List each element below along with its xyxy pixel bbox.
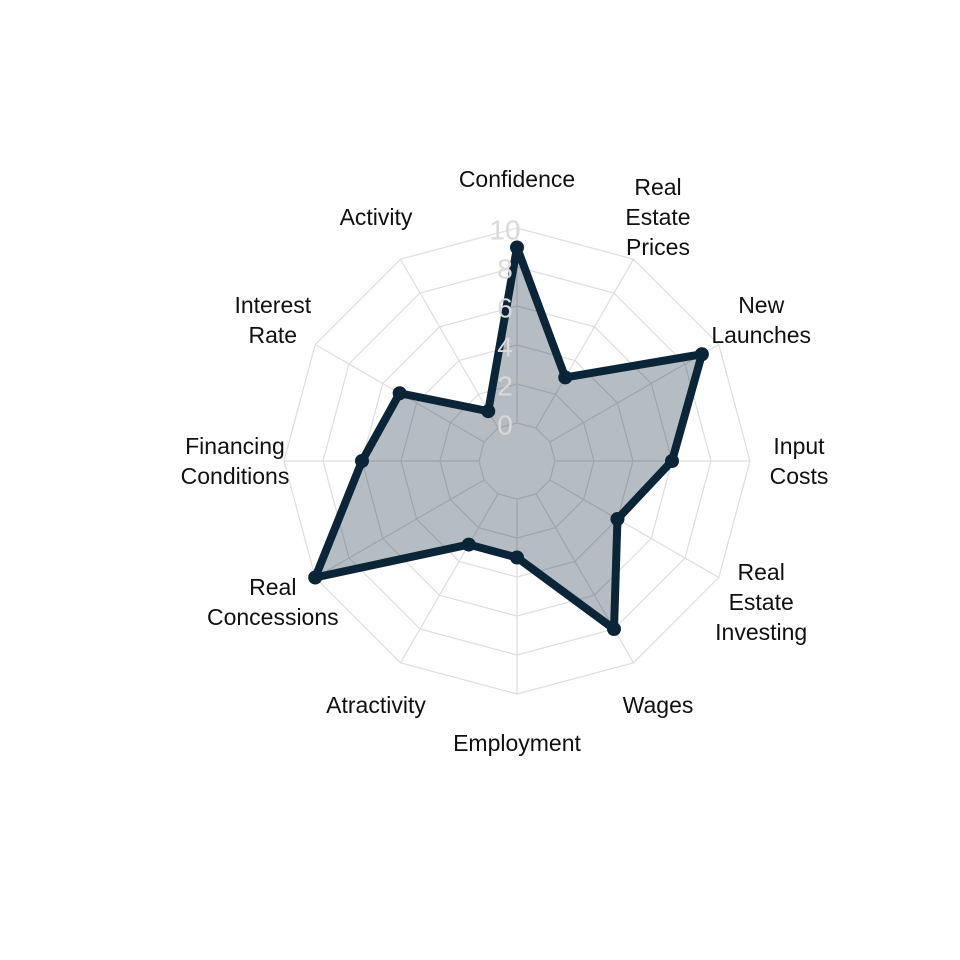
- category-label-real-concessions: Real Concessions: [207, 574, 339, 630]
- radar-series: [308, 240, 709, 637]
- spoke-line: [399, 258, 499, 429]
- category-label-activity: Activity: [340, 204, 413, 230]
- radial-tick-label-2: 2: [497, 370, 513, 401]
- radial-tick-label-10: 10: [489, 214, 520, 245]
- category-label-input-costs: Input Costs: [770, 433, 829, 489]
- category-labels: Confidence Real Estate Prices New Launches Inp…: [181, 166, 829, 756]
- category-label-real-estate-prices: Real Estate Prices: [625, 174, 690, 260]
- spoke-line: [314, 479, 485, 579]
- data-point-new-launches: [694, 347, 709, 362]
- category-label-new-launches: New Launches: [711, 292, 811, 348]
- radial-tick-label-8: 8: [497, 253, 513, 284]
- radial-tick-label-6: 6: [497, 292, 513, 323]
- data-point-confidence: [510, 240, 524, 255]
- data-point-real-concessions: [308, 570, 323, 585]
- category-label-financing-conditions: Financing Conditions: [181, 433, 290, 489]
- category-label-confidence: Confidence: [459, 166, 575, 192]
- data-point-atractivity: [461, 537, 476, 552]
- category-label-real-estate-investing: Real Estate Investing: [715, 559, 807, 645]
- data-point-activity: [481, 404, 496, 419]
- spoke-line: [549, 479, 720, 579]
- spoke-line: [399, 493, 499, 664]
- spoke-line: [535, 258, 635, 429]
- radar-grid: [283, 227, 751, 695]
- category-label-wages: Wages: [623, 692, 694, 718]
- category-label-interest-rate: Interest Rate: [234, 292, 311, 348]
- data-point-interest-rate: [392, 386, 407, 401]
- data-point-input-costs: [665, 454, 679, 468]
- radial-tick-labels: 0 2 4 6 8 10: [489, 214, 520, 440]
- data-point-wages: [607, 622, 621, 637]
- radial-tick-label-4: 4: [497, 331, 513, 362]
- radial-tick-label-0: 0: [497, 409, 513, 440]
- category-label-employment: Employment: [453, 730, 581, 756]
- data-point-employment: [510, 550, 524, 565]
- spoke-line: [549, 343, 720, 443]
- category-label-atractivity: Atractivity: [326, 692, 426, 718]
- data-point-real-estate-prices: [558, 370, 573, 385]
- data-point-financing-conditions: [355, 454, 369, 468]
- data-point-real-estate-investing: [610, 512, 625, 526]
